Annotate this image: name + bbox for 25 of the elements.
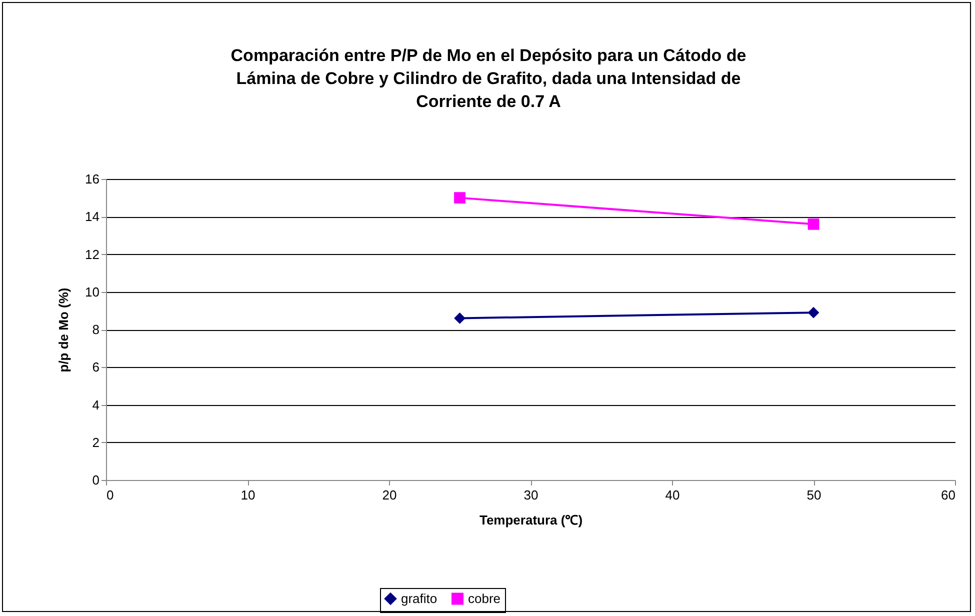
x-tick-label: 40 (665, 488, 680, 502)
y-tick-label: 16 (85, 172, 100, 186)
y-tick-label: 2 (92, 434, 100, 450)
point (454, 192, 466, 204)
legend-label: cobre (468, 590, 501, 606)
y-tick-label: 8 (92, 322, 100, 337)
x-tick-label: 50 (806, 488, 822, 502)
y-tick-label: 14 (85, 209, 100, 224)
x-tick-label: 10 (240, 488, 256, 502)
point (454, 312, 466, 324)
y-tick-label: 6 (92, 360, 100, 375)
y-axis-title: p/p de Mo (%) (56, 288, 72, 372)
point (808, 218, 820, 230)
x-tick-label: 0 (106, 488, 114, 502)
y-tick-label: 0 (92, 472, 100, 488)
legend-label: grafito (401, 590, 438, 606)
x-axis-title: Temperatura (℃) (479, 512, 583, 528)
y-tick-label: 12 (85, 246, 100, 262)
x-tick-label: 20 (382, 488, 397, 502)
point (808, 306, 820, 318)
chart-title: Comparación entre P/P de Mo en el Depósito para un Cátodo de Lámina de Cobre y Cilindro de Grafito, dada una Intensidad de Corriente de 0.7 A (230, 46, 746, 111)
y-tick-label: 4 (92, 397, 100, 412)
y-tick-label: 10 (85, 284, 100, 300)
x-tick-label: 60 (941, 488, 956, 502)
x-tick-label: 30 (524, 488, 538, 502)
